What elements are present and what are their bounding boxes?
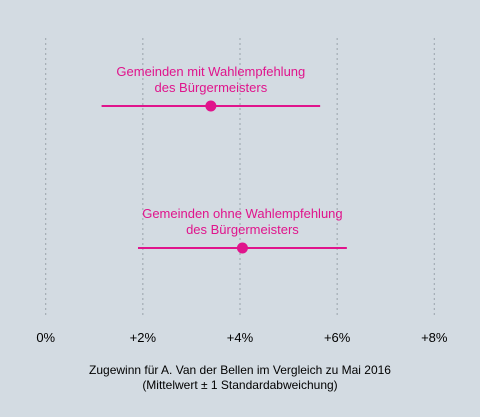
mean-point: [236, 242, 248, 254]
x-axis-title-line2: (Mittelwert ± 1 Standardabweichung): [142, 378, 337, 392]
x-tick-labels: 0% +2% +4% +6% +8%: [36, 330, 448, 345]
x-tick-label: +2%: [130, 330, 157, 345]
x-tick-label: +4%: [227, 330, 254, 345]
series-label-line1: Gemeinden mit Wahlempfehlung: [116, 64, 305, 79]
x-tick-label: 0%: [36, 330, 55, 345]
mean-point: [205, 100, 217, 112]
x-axis-title-line1: Zugewinn für A. Van der Bellen im Vergle…: [89, 363, 391, 377]
series-label-line2: des Bürgermeisters: [154, 80, 267, 95]
x-tick-label: +8%: [421, 330, 448, 345]
x-tick-label: +6%: [324, 330, 351, 345]
series-label-line2: des Bürgermeisters: [186, 222, 299, 237]
grid-lines: [45, 38, 435, 318]
series-label-line1: Gemeinden ohne Wahlempfehlung: [142, 206, 342, 221]
